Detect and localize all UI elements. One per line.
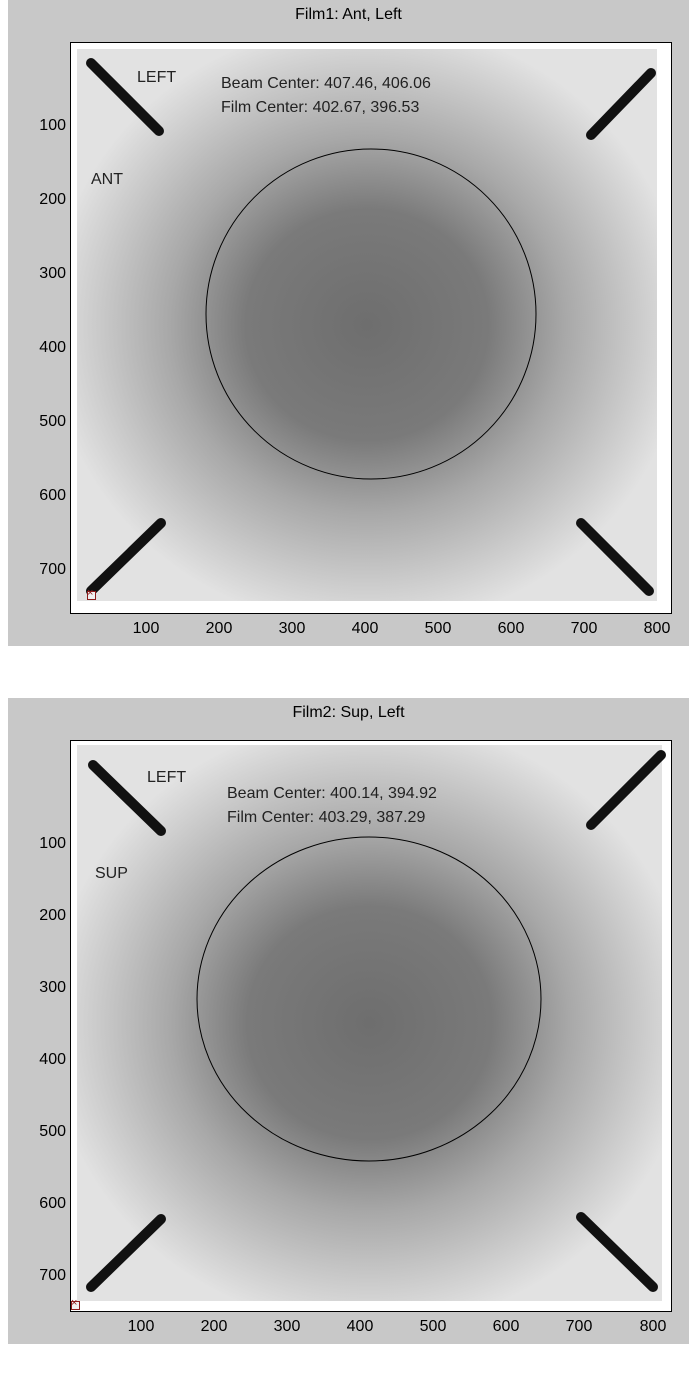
film-image-axes[interactable]: LEFT SUP Beam Center: 400.14, 394.92 Fil…: [70, 740, 672, 1312]
film-dose-image: [77, 745, 666, 1301]
isodose-contour: [196, 836, 542, 1162]
fiducial-mark-bottom-left: [86, 518, 166, 596]
x-tick-label: 300: [278, 620, 306, 637]
y-tick-label: 500: [39, 413, 66, 430]
y-tick-label: 100: [39, 835, 66, 852]
y-tick-label: 600: [39, 1195, 66, 1212]
y-tick-label: 200: [39, 907, 66, 924]
x-tick-label: 700: [565, 1318, 593, 1335]
x-tick-label: 300: [273, 1318, 301, 1335]
x-tick-label: 800: [643, 620, 671, 637]
film-center-text: Film Center: 403.29, 387.29: [227, 809, 426, 826]
fiducial-mark-bottom-right: [576, 518, 654, 596]
y-tick-label: 700: [39, 1267, 66, 1284]
square-marker-icon[interactable]: [87, 587, 96, 600]
orientation-label-lateral: LEFT: [147, 769, 187, 786]
beam-center-text: Beam Center: 400.14, 394.92: [227, 785, 437, 802]
y-tick-label: 100: [39, 117, 66, 134]
x-tick-label: 500: [419, 1318, 447, 1335]
figure-panel-film1: Film1: Ant, Left LEFT ANT Beam Center: 4…: [8, 0, 689, 646]
y-tick-label: 300: [39, 265, 66, 282]
film-dose-image: [77, 49, 657, 601]
fiducial-mark-top-right: [586, 750, 666, 830]
x-tick-label: 200: [200, 1318, 228, 1335]
y-tick-label: 200: [39, 191, 66, 208]
x-tick-label: 400: [346, 1318, 374, 1335]
isodose-contour: [205, 148, 537, 480]
orientation-label-vertical: SUP: [95, 865, 128, 882]
film-image-axes[interactable]: LEFT ANT Beam Center: 407.46, 406.06 Fil…: [70, 42, 672, 614]
orientation-label-lateral: LEFT: [137, 69, 177, 86]
film-center-text: Film Center: 402.67, 396.53: [221, 99, 420, 116]
x-tick-label: 800: [639, 1318, 667, 1335]
x-tick-label: 200: [205, 620, 233, 637]
x-tick-label: 100: [132, 620, 160, 637]
x-tick-label: 400: [351, 620, 379, 637]
y-tick-label: 400: [39, 339, 66, 356]
figure-panel-film2: Film2: Sup, Left LEFT SUP Beam Center: 4…: [8, 698, 689, 1344]
fiducial-mark-bottom-left: [86, 1214, 166, 1292]
y-tick-label: 400: [39, 1051, 66, 1068]
film-sheet: [77, 49, 657, 601]
y-tick-label: 700: [39, 561, 66, 578]
beam-center-text: Beam Center: 407.46, 406.06: [221, 75, 431, 92]
y-tick-label: 300: [39, 979, 66, 996]
square-marker-icon[interactable]: [71, 1297, 80, 1310]
fiducial-mark-top-left: [88, 760, 166, 836]
y-tick-label: 600: [39, 487, 66, 504]
fiducial-mark-bottom-right: [576, 1212, 658, 1292]
x-tick-label: 600: [497, 620, 525, 637]
x-tick-label: 100: [127, 1318, 155, 1335]
x-tick-label: 600: [492, 1318, 520, 1335]
figure-title: Film1: Ant, Left: [295, 6, 402, 23]
fiducial-mark-top-left: [86, 58, 164, 136]
y-tick-label: 500: [39, 1123, 66, 1140]
x-tick-label: 500: [424, 620, 452, 637]
film-sheet: [77, 745, 662, 1301]
x-tick-label: 700: [570, 620, 598, 637]
orientation-label-vertical: ANT: [91, 171, 123, 188]
fiducial-mark-top-right: [586, 68, 656, 140]
figure-title: Film2: Sup, Left: [292, 704, 405, 721]
